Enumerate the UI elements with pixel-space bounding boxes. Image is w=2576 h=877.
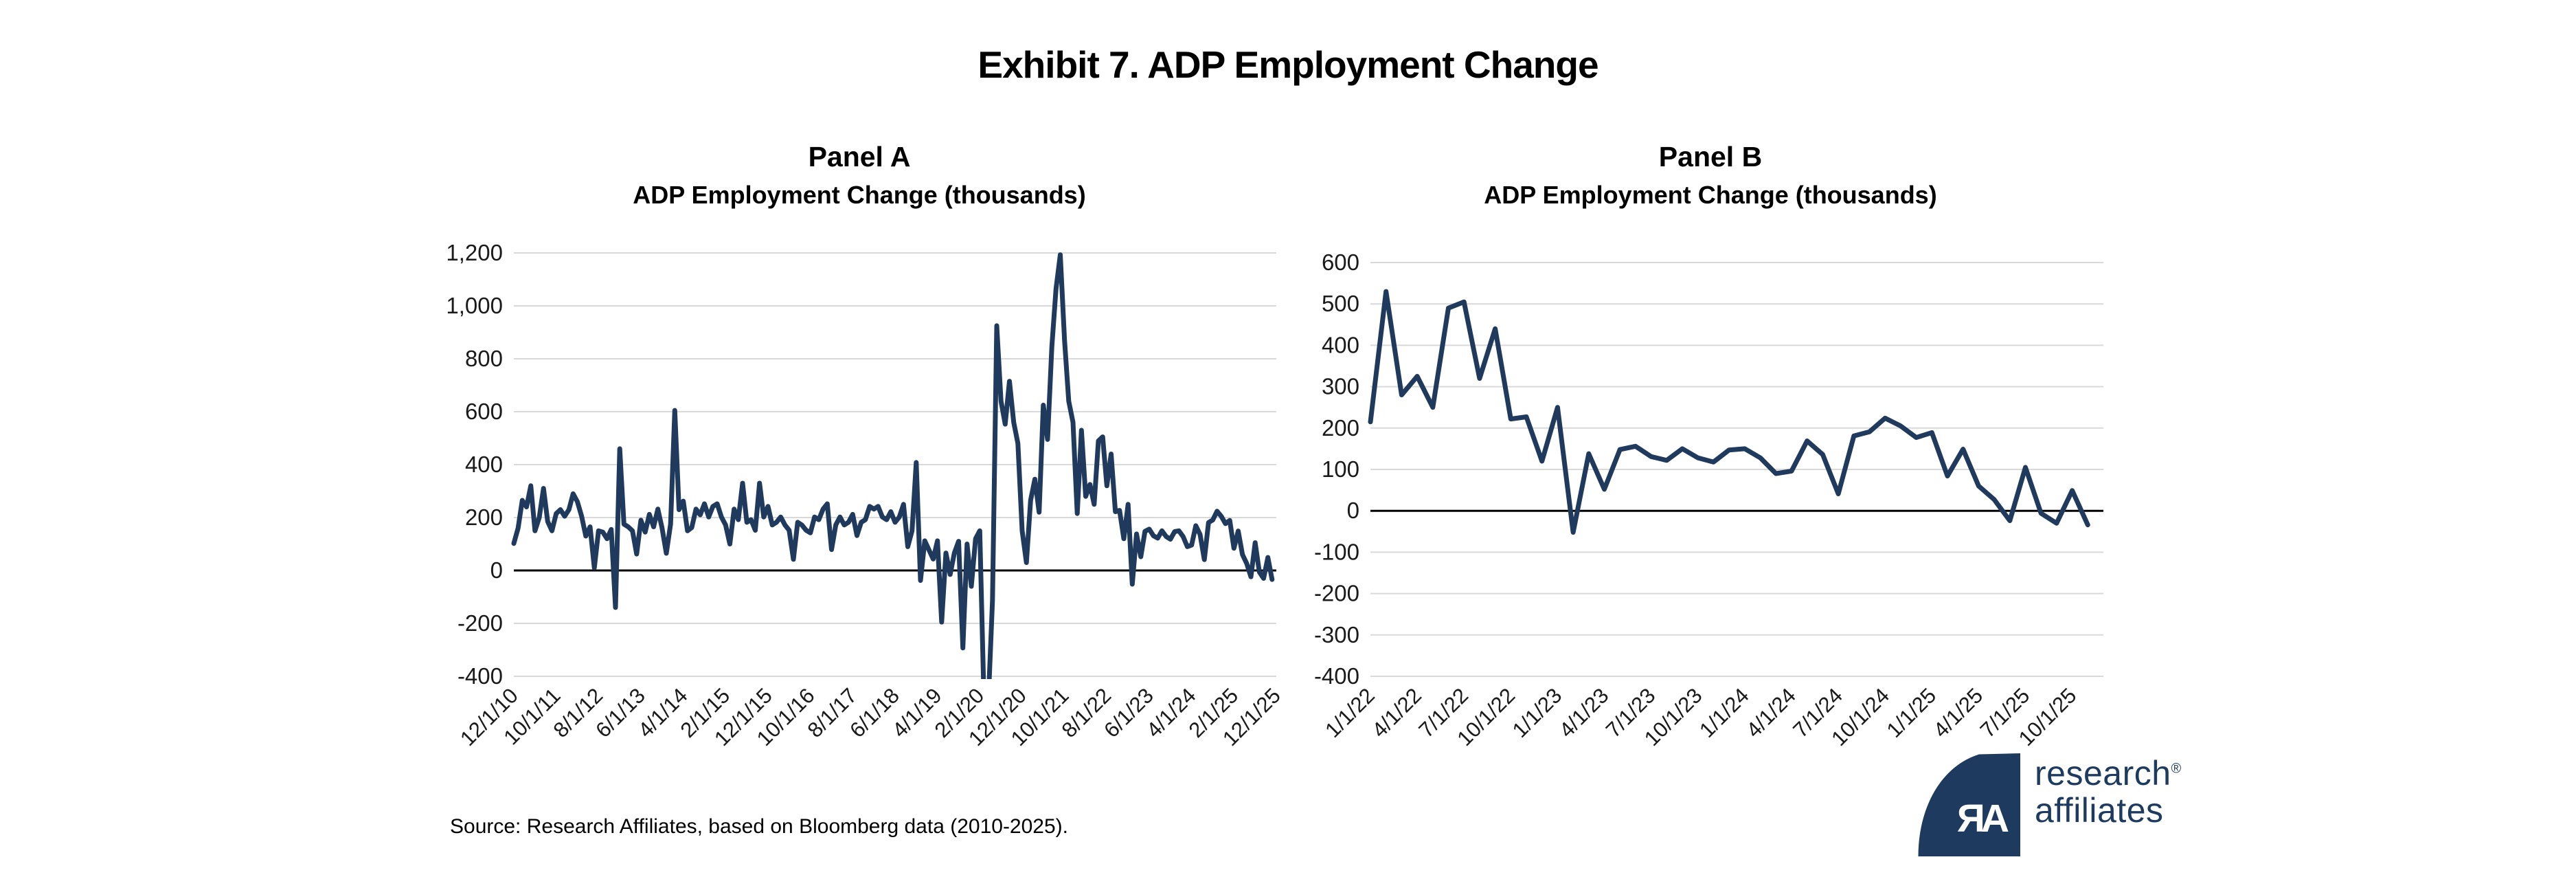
panel-b-label: Panel B	[1658, 141, 1763, 173]
svg-text:1/1/22: 1/1/22	[1320, 683, 1379, 742]
panel-a-plot: 1,2001,0008006004002000-200-40012/1/1010…	[446, 240, 1285, 751]
svg-text:-100: -100	[1314, 539, 1359, 564]
ra-logo-wordmark: research® affiliates	[2035, 755, 2182, 829]
svg-text:-200: -200	[1314, 581, 1359, 606]
svg-text:1,200: 1,200	[446, 240, 503, 265]
svg-text:4/1/23: 4/1/23	[1555, 683, 1614, 742]
svg-text:-300: -300	[1314, 622, 1359, 647]
svg-text:-400: -400	[457, 663, 503, 689]
svg-text:600: 600	[1322, 249, 1359, 275]
svg-text:100: 100	[1322, 456, 1359, 482]
logo-line1: research	[2035, 754, 2171, 792]
svg-text:600: 600	[465, 399, 503, 424]
source-note: Source: Research Affiliates, based on Bl…	[450, 815, 1068, 838]
svg-text:300: 300	[1322, 374, 1359, 399]
ra-logo: ЯA research® affiliates	[1917, 753, 2233, 863]
svg-text:4/1/22: 4/1/22	[1367, 683, 1426, 742]
svg-text:4/1/25: 4/1/25	[1929, 683, 1988, 742]
svg-text:200: 200	[465, 504, 503, 530]
panel-b-subtitle: ADP Employment Change (thousands)	[1484, 181, 1937, 209]
svg-text:4/1/24: 4/1/24	[1741, 683, 1800, 742]
svg-text:1,000: 1,000	[446, 293, 503, 318]
svg-text:400: 400	[465, 452, 503, 477]
svg-text:1/1/24: 1/1/24	[1695, 683, 1754, 742]
svg-text:0: 0	[1347, 498, 1359, 523]
svg-text:0: 0	[490, 557, 503, 583]
ra-logo-mark: ЯA	[1918, 753, 2020, 856]
svg-text:-400: -400	[1314, 663, 1359, 689]
ra-monogram: ЯA	[1957, 797, 2009, 841]
panel-b-plot: 6005004003002001000-100-200-300-4001/1/2…	[1314, 249, 2103, 751]
svg-text:1/1/23: 1/1/23	[1508, 683, 1567, 742]
svg-text:-200: -200	[457, 610, 503, 636]
registered-mark: ®	[2171, 761, 2182, 777]
panel-a-subtitle: ADP Employment Change (thousands)	[633, 181, 1086, 209]
svg-text:800: 800	[465, 346, 503, 371]
svg-text:200: 200	[1322, 415, 1359, 441]
svg-text:400: 400	[1322, 332, 1359, 357]
logo-line2: affiliates	[2035, 791, 2164, 830]
svg-text:500: 500	[1322, 291, 1359, 316]
exhibit-title: Exhibit 7. ADP Employment Change	[978, 43, 1598, 86]
svg-text:1/1/25: 1/1/25	[1882, 683, 1941, 742]
panel-a-label: Panel A	[808, 141, 911, 173]
